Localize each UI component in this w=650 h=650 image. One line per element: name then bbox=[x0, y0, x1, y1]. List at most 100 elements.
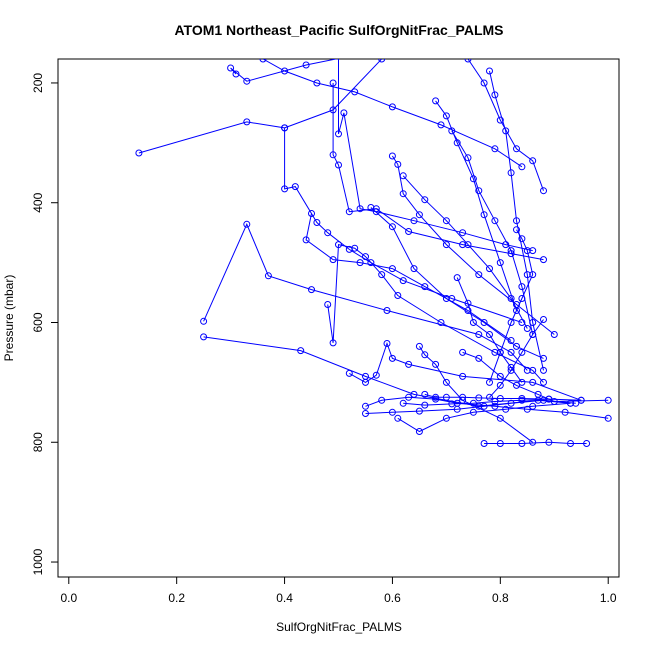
data-point bbox=[496, 372, 504, 380]
y-axis-label: Pressure (mbar) bbox=[2, 275, 16, 362]
data-point bbox=[513, 217, 520, 225]
y-tick-label: 1000 bbox=[31, 548, 45, 575]
data-point bbox=[329, 256, 337, 264]
series-line bbox=[327, 243, 544, 383]
series-8 bbox=[324, 241, 547, 386]
series-line bbox=[391, 155, 555, 335]
data-point bbox=[518, 235, 526, 243]
data-point bbox=[540, 256, 547, 264]
chart-title: ATOM1 Northeast_Pacific SulfOrgNitFrac_P… bbox=[174, 22, 503, 38]
x-tick-label: 1.0 bbox=[600, 591, 617, 605]
data-point bbox=[464, 154, 472, 162]
series-line bbox=[435, 100, 517, 311]
data-point bbox=[507, 319, 515, 326]
data-point bbox=[362, 378, 369, 386]
data-point bbox=[421, 390, 429, 398]
data-point bbox=[486, 331, 493, 338]
data-point bbox=[577, 396, 585, 404]
data-point bbox=[329, 79, 337, 87]
data-point bbox=[496, 259, 504, 267]
data-point bbox=[388, 408, 396, 416]
data-point bbox=[200, 333, 208, 341]
data-point bbox=[529, 366, 537, 374]
data-point bbox=[529, 271, 537, 279]
series-line bbox=[262, 59, 523, 168]
data-point bbox=[432, 97, 440, 105]
series-line bbox=[338, 59, 533, 252]
data-point bbox=[340, 109, 348, 117]
data-point bbox=[513, 342, 520, 350]
data-point bbox=[475, 394, 483, 402]
x-tick-label: 0.2 bbox=[168, 591, 185, 605]
series-line bbox=[332, 83, 544, 261]
data-point bbox=[459, 229, 467, 237]
series-line bbox=[349, 341, 582, 401]
series-line bbox=[402, 175, 528, 329]
data-point bbox=[416, 14, 422, 20]
data-point bbox=[459, 348, 467, 356]
data-point bbox=[604, 396, 612, 404]
data-point bbox=[415, 342, 423, 350]
series-2 bbox=[227, 59, 339, 85]
data-point bbox=[529, 378, 537, 386]
data-point bbox=[421, 401, 429, 409]
data-point bbox=[399, 190, 407, 198]
series-line bbox=[489, 229, 534, 383]
y-tick-label: 600 bbox=[31, 312, 45, 332]
data-point bbox=[513, 226, 520, 234]
data-point bbox=[480, 79, 488, 87]
data-point bbox=[496, 381, 504, 389]
data-point bbox=[410, 217, 418, 225]
data-point bbox=[394, 160, 402, 168]
data-point bbox=[507, 247, 515, 255]
data-point bbox=[243, 77, 251, 85]
series-line bbox=[462, 351, 609, 403]
data-point bbox=[469, 319, 477, 326]
series-line bbox=[456, 277, 523, 383]
series-10 bbox=[345, 340, 585, 404]
series-13 bbox=[415, 342, 537, 446]
series-line bbox=[203, 223, 528, 371]
series-line bbox=[203, 336, 571, 407]
data-point bbox=[540, 316, 547, 323]
data-point bbox=[475, 271, 483, 279]
y-tick-label: 800 bbox=[31, 432, 45, 452]
y-tick-label: 400 bbox=[31, 192, 45, 212]
series-7 bbox=[335, 59, 537, 255]
series-12 bbox=[367, 204, 547, 362]
data-point bbox=[459, 372, 467, 380]
data-point bbox=[496, 116, 504, 124]
series-line bbox=[484, 441, 587, 444]
series-11 bbox=[388, 152, 558, 338]
series-line bbox=[365, 399, 576, 414]
data-point bbox=[502, 127, 510, 135]
data-point bbox=[513, 145, 520, 153]
data-point bbox=[545, 438, 553, 446]
data-point bbox=[529, 331, 537, 338]
data-point bbox=[388, 103, 396, 111]
data-point bbox=[469, 408, 477, 416]
series-4 bbox=[200, 333, 574, 410]
data-point bbox=[281, 185, 289, 193]
series-line bbox=[284, 127, 523, 323]
data-point bbox=[437, 319, 445, 326]
x-tick-label: 0.0 bbox=[60, 591, 77, 605]
data-point bbox=[442, 414, 450, 422]
data-point bbox=[491, 217, 499, 225]
data-point bbox=[259, 59, 267, 63]
data-point bbox=[362, 402, 369, 410]
data-point bbox=[345, 369, 353, 377]
series-27 bbox=[399, 395, 585, 409]
data-point bbox=[442, 378, 450, 386]
data-point bbox=[388, 152, 396, 160]
data-point bbox=[329, 339, 337, 347]
x-tick-label: 0.6 bbox=[384, 591, 401, 605]
data-point bbox=[491, 145, 499, 153]
data-point bbox=[442, 393, 450, 401]
data-point bbox=[383, 307, 391, 314]
data-point bbox=[540, 378, 547, 386]
data-point bbox=[351, 244, 359, 252]
data-point bbox=[264, 272, 272, 280]
data-point bbox=[351, 88, 359, 96]
series-line bbox=[230, 59, 339, 82]
